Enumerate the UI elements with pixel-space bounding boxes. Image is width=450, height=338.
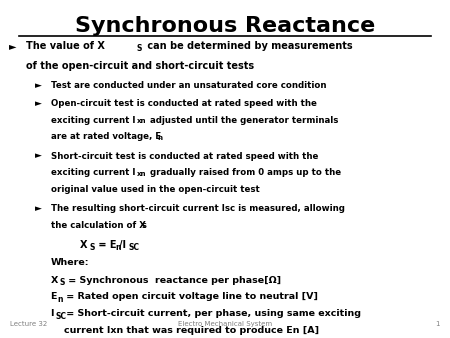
Text: The value of X: The value of X xyxy=(26,41,105,51)
Text: Where:: Where: xyxy=(50,259,89,267)
Text: can be determined by measurements: can be determined by measurements xyxy=(144,41,352,51)
Text: adjusted until the generator terminals: adjusted until the generator terminals xyxy=(147,116,338,125)
Text: S: S xyxy=(59,279,65,287)
Text: the calculation of X: the calculation of X xyxy=(50,221,145,230)
Text: Lecture 32: Lecture 32 xyxy=(10,321,48,327)
Text: = E: = E xyxy=(95,240,117,250)
Text: ►: ► xyxy=(35,99,42,108)
Text: I: I xyxy=(50,309,54,318)
Text: current Ixn that was required to produce En [A]: current Ixn that was required to produce… xyxy=(64,326,319,335)
Text: S: S xyxy=(90,243,95,252)
Text: n: n xyxy=(58,295,63,304)
Text: = Rated open circuit voltage line to neutral [V]: = Rated open circuit voltage line to neu… xyxy=(63,292,318,301)
Text: /I: /I xyxy=(118,240,126,250)
Text: Electro Mechanical System: Electro Mechanical System xyxy=(178,321,272,327)
Text: 1: 1 xyxy=(435,321,440,327)
Text: are at rated voltage, E: are at rated voltage, E xyxy=(50,132,161,141)
Text: X: X xyxy=(80,240,87,250)
Text: X: X xyxy=(50,276,58,285)
Text: = Short-circuit current, per phase, using same exciting: = Short-circuit current, per phase, usin… xyxy=(63,309,361,318)
Text: exciting current I: exciting current I xyxy=(50,168,135,177)
Text: S: S xyxy=(137,44,142,53)
Text: SC: SC xyxy=(55,312,66,321)
Text: n: n xyxy=(115,243,121,252)
Text: gradually raised from 0 amps up to the: gradually raised from 0 amps up to the xyxy=(147,168,341,177)
Text: E: E xyxy=(50,292,57,301)
Text: ►: ► xyxy=(9,41,17,51)
Text: of the open-circuit and short-circuit tests: of the open-circuit and short-circuit te… xyxy=(26,61,254,71)
Text: SC: SC xyxy=(129,243,140,252)
Text: xn: xn xyxy=(136,118,146,124)
Text: n: n xyxy=(157,135,162,141)
Text: Short-circuit test is conducted at rated speed with the: Short-circuit test is conducted at rated… xyxy=(50,151,318,161)
Text: Open-circuit test is conducted at rated speed with the: Open-circuit test is conducted at rated … xyxy=(50,99,316,108)
Text: Synchronous Reactance: Synchronous Reactance xyxy=(75,16,375,37)
Text: S: S xyxy=(142,223,147,230)
Text: The resulting short-circuit current Isc is measured, allowing: The resulting short-circuit current Isc … xyxy=(50,204,344,213)
Text: Test are conducted under an unsaturated core condition: Test are conducted under an unsaturated … xyxy=(50,81,326,90)
Text: ►: ► xyxy=(35,151,42,161)
Text: ►: ► xyxy=(35,81,42,90)
Text: ►: ► xyxy=(35,204,42,213)
Text: original value used in the open-circuit test: original value used in the open-circuit … xyxy=(50,185,259,194)
Text: = Synchronous  reactance per phase[Ω]: = Synchronous reactance per phase[Ω] xyxy=(65,276,281,285)
Text: exciting current I: exciting current I xyxy=(50,116,135,125)
Text: xn: xn xyxy=(136,171,146,177)
